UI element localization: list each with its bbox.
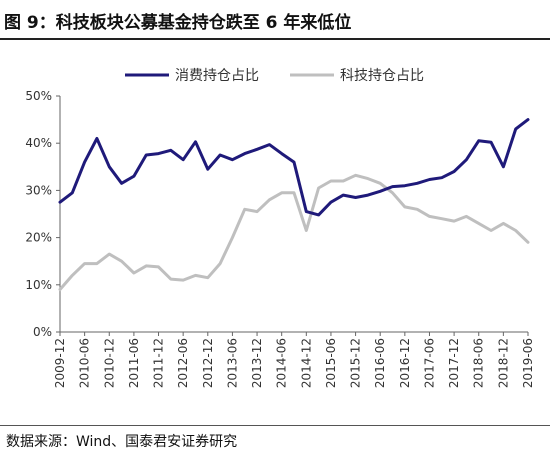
x-tick-label: 2018-12 xyxy=(496,338,510,388)
y-tick-label: 30% xyxy=(25,183,52,197)
y-axis-ticks: 0% 10% 20% 30% 40% 50% xyxy=(25,89,60,339)
x-tick-label: 2010-12 xyxy=(102,338,116,388)
data-source-note: 数据来源：Wind、国泰君安证券研究 xyxy=(6,434,238,450)
y-tick-label: 0% xyxy=(33,325,52,339)
x-tick-label: 2014-12 xyxy=(299,338,313,388)
source-divider xyxy=(0,425,550,426)
x-tick-label: 2012-06 xyxy=(176,338,190,388)
legend-label-2: 科技持仓占比 xyxy=(340,68,424,84)
x-axis-ticks: 2009-12 2010-06 2010-12 2011-06 2011-12 2012-… xyxy=(53,332,535,388)
y-tick-label: 10% xyxy=(25,278,52,292)
legend-label-1: 消费持仓占比 xyxy=(175,68,259,84)
x-tick-label: 2011-12 xyxy=(152,338,166,388)
x-tick-label: 2017-06 xyxy=(422,338,436,388)
figure-title: 图 9：科技板块公募基金持仓跌至 6 年来低位 xyxy=(4,13,352,33)
x-tick-label: 2013-06 xyxy=(225,338,239,388)
x-tick-label: 2015-12 xyxy=(349,338,363,388)
chart-legend: 消费持仓占比 科技持仓占比 xyxy=(125,68,424,84)
series-line-1 xyxy=(58,118,530,217)
x-tick-label: 2014-06 xyxy=(275,338,289,388)
x-tick-label: 2019-06 xyxy=(521,338,535,388)
series-line-2 xyxy=(58,173,530,291)
chart-series-lines xyxy=(58,118,530,291)
y-tick-label: 40% xyxy=(25,136,52,150)
x-tick-label: 2015-06 xyxy=(324,338,338,388)
x-tick-label: 2016-06 xyxy=(373,338,387,388)
x-tick-label: 2018-06 xyxy=(472,338,486,388)
x-tick-label: 2013-12 xyxy=(250,338,264,388)
chart-axes xyxy=(59,96,528,333)
y-tick-label: 20% xyxy=(25,231,52,245)
x-tick-label: 2009-12 xyxy=(53,338,67,388)
x-tick-label: 2016-12 xyxy=(398,338,412,388)
x-tick-label: 2017-12 xyxy=(447,338,461,388)
y-tick-label: 50% xyxy=(25,89,52,103)
x-tick-label: 2010-06 xyxy=(78,338,92,388)
x-tick-label: 2012-12 xyxy=(201,338,215,388)
title-divider xyxy=(0,38,550,40)
x-tick-label: 2011-06 xyxy=(127,338,141,388)
